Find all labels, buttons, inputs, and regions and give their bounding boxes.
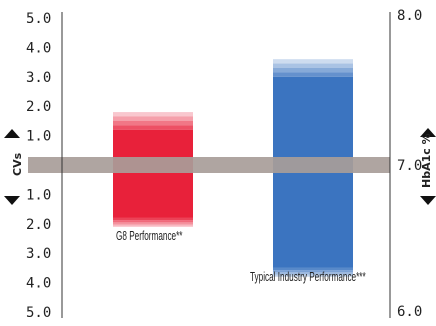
right-tick-label: 6.0 — [397, 304, 422, 320]
bar-fade-bottom-2 — [273, 270, 353, 273]
left-tick-label: 1.0 — [26, 129, 51, 145]
up-arrow-icon — [4, 129, 20, 138]
bar-fade-top-1 — [113, 125, 193, 130]
right-tick-label: 8.0 — [397, 8, 422, 24]
bar-fade-bottom-1 — [113, 222, 193, 225]
bar-fade-top-1 — [113, 120, 193, 126]
left-tick-label: 2.0 — [26, 99, 51, 115]
left-tick-label: 3.0 — [26, 70, 51, 86]
left-tick-label: 5.0 — [26, 11, 51, 27]
bar-fade-bottom-1 — [113, 217, 193, 221]
right-tick-label: 7.0 — [397, 158, 422, 174]
down-arrow-icon — [420, 196, 436, 205]
bar-fade-top-2 — [273, 59, 353, 64]
target-band — [28, 157, 390, 173]
left-axis-title: CVs — [11, 152, 24, 176]
bar-fade-bottom-2 — [273, 267, 353, 271]
series-label: G8 Performance** — [116, 229, 182, 243]
bar-fade-bottom-2 — [273, 274, 353, 277]
left-tick-label: 4.0 — [26, 276, 51, 292]
bar-fade-top-1 — [113, 116, 193, 121]
bar-fade-bottom-2 — [273, 272, 353, 275]
bar-1 — [113, 129, 193, 218]
left-tick-label: 3.0 — [26, 246, 51, 262]
bar-fade-top-1 — [113, 112, 193, 117]
bar-fade-bottom-1 — [113, 224, 193, 227]
series-label: Typical Industry Performance*** — [250, 270, 366, 284]
left-tick-label: 1.0 — [26, 187, 51, 203]
left-tick-label: 5.0 — [26, 305, 51, 321]
left-tick-label: 2.0 — [26, 217, 51, 233]
left-tick-label: 4.0 — [26, 40, 51, 56]
bar-fade-bottom-1 — [113, 220, 193, 223]
bar-fade-top-2 — [273, 67, 353, 73]
bar-fade-top-2 — [273, 72, 353, 77]
right-axis-title: HbA1c % — [420, 133, 433, 188]
bar-fade-top-2 — [273, 63, 353, 68]
up-arrow-icon — [420, 128, 436, 137]
down-arrow-icon — [4, 196, 20, 205]
